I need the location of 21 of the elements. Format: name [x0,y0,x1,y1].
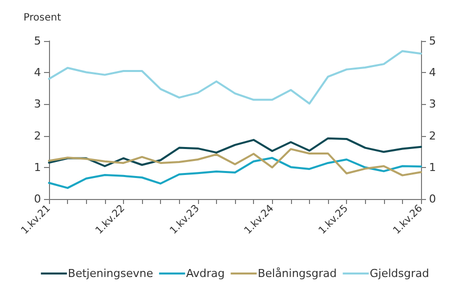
y-tick-label: 0 [34,192,41,206]
y2-tick-label: 3 [429,98,436,111]
line-series [48,137,422,168]
y-tick-label: 4 [34,66,41,80]
y2-tick-label: 5 [429,34,436,48]
legend-label: Gjeldsgrad [370,267,430,280]
legend-label: Avdrag [186,267,225,280]
y-axis-title: Prosent [24,12,62,24]
y2-tick-label: 0 [429,192,436,206]
line-series [48,50,422,105]
line-series [48,148,422,176]
y-tick-label: 3 [34,98,41,111]
y-tick-label: 5 [34,34,41,48]
legend-label: Belåningsgrad [258,267,337,280]
y2-tick-label: 1 [429,160,436,174]
y-tick-label: 1 [34,160,41,174]
y2-tick-label: 2 [429,129,436,142]
legend-label: Betjeningsevne [68,267,154,280]
y2-tick-label: 4 [429,66,436,80]
line-series [48,156,422,189]
y-tick-label: 2 [34,129,41,142]
